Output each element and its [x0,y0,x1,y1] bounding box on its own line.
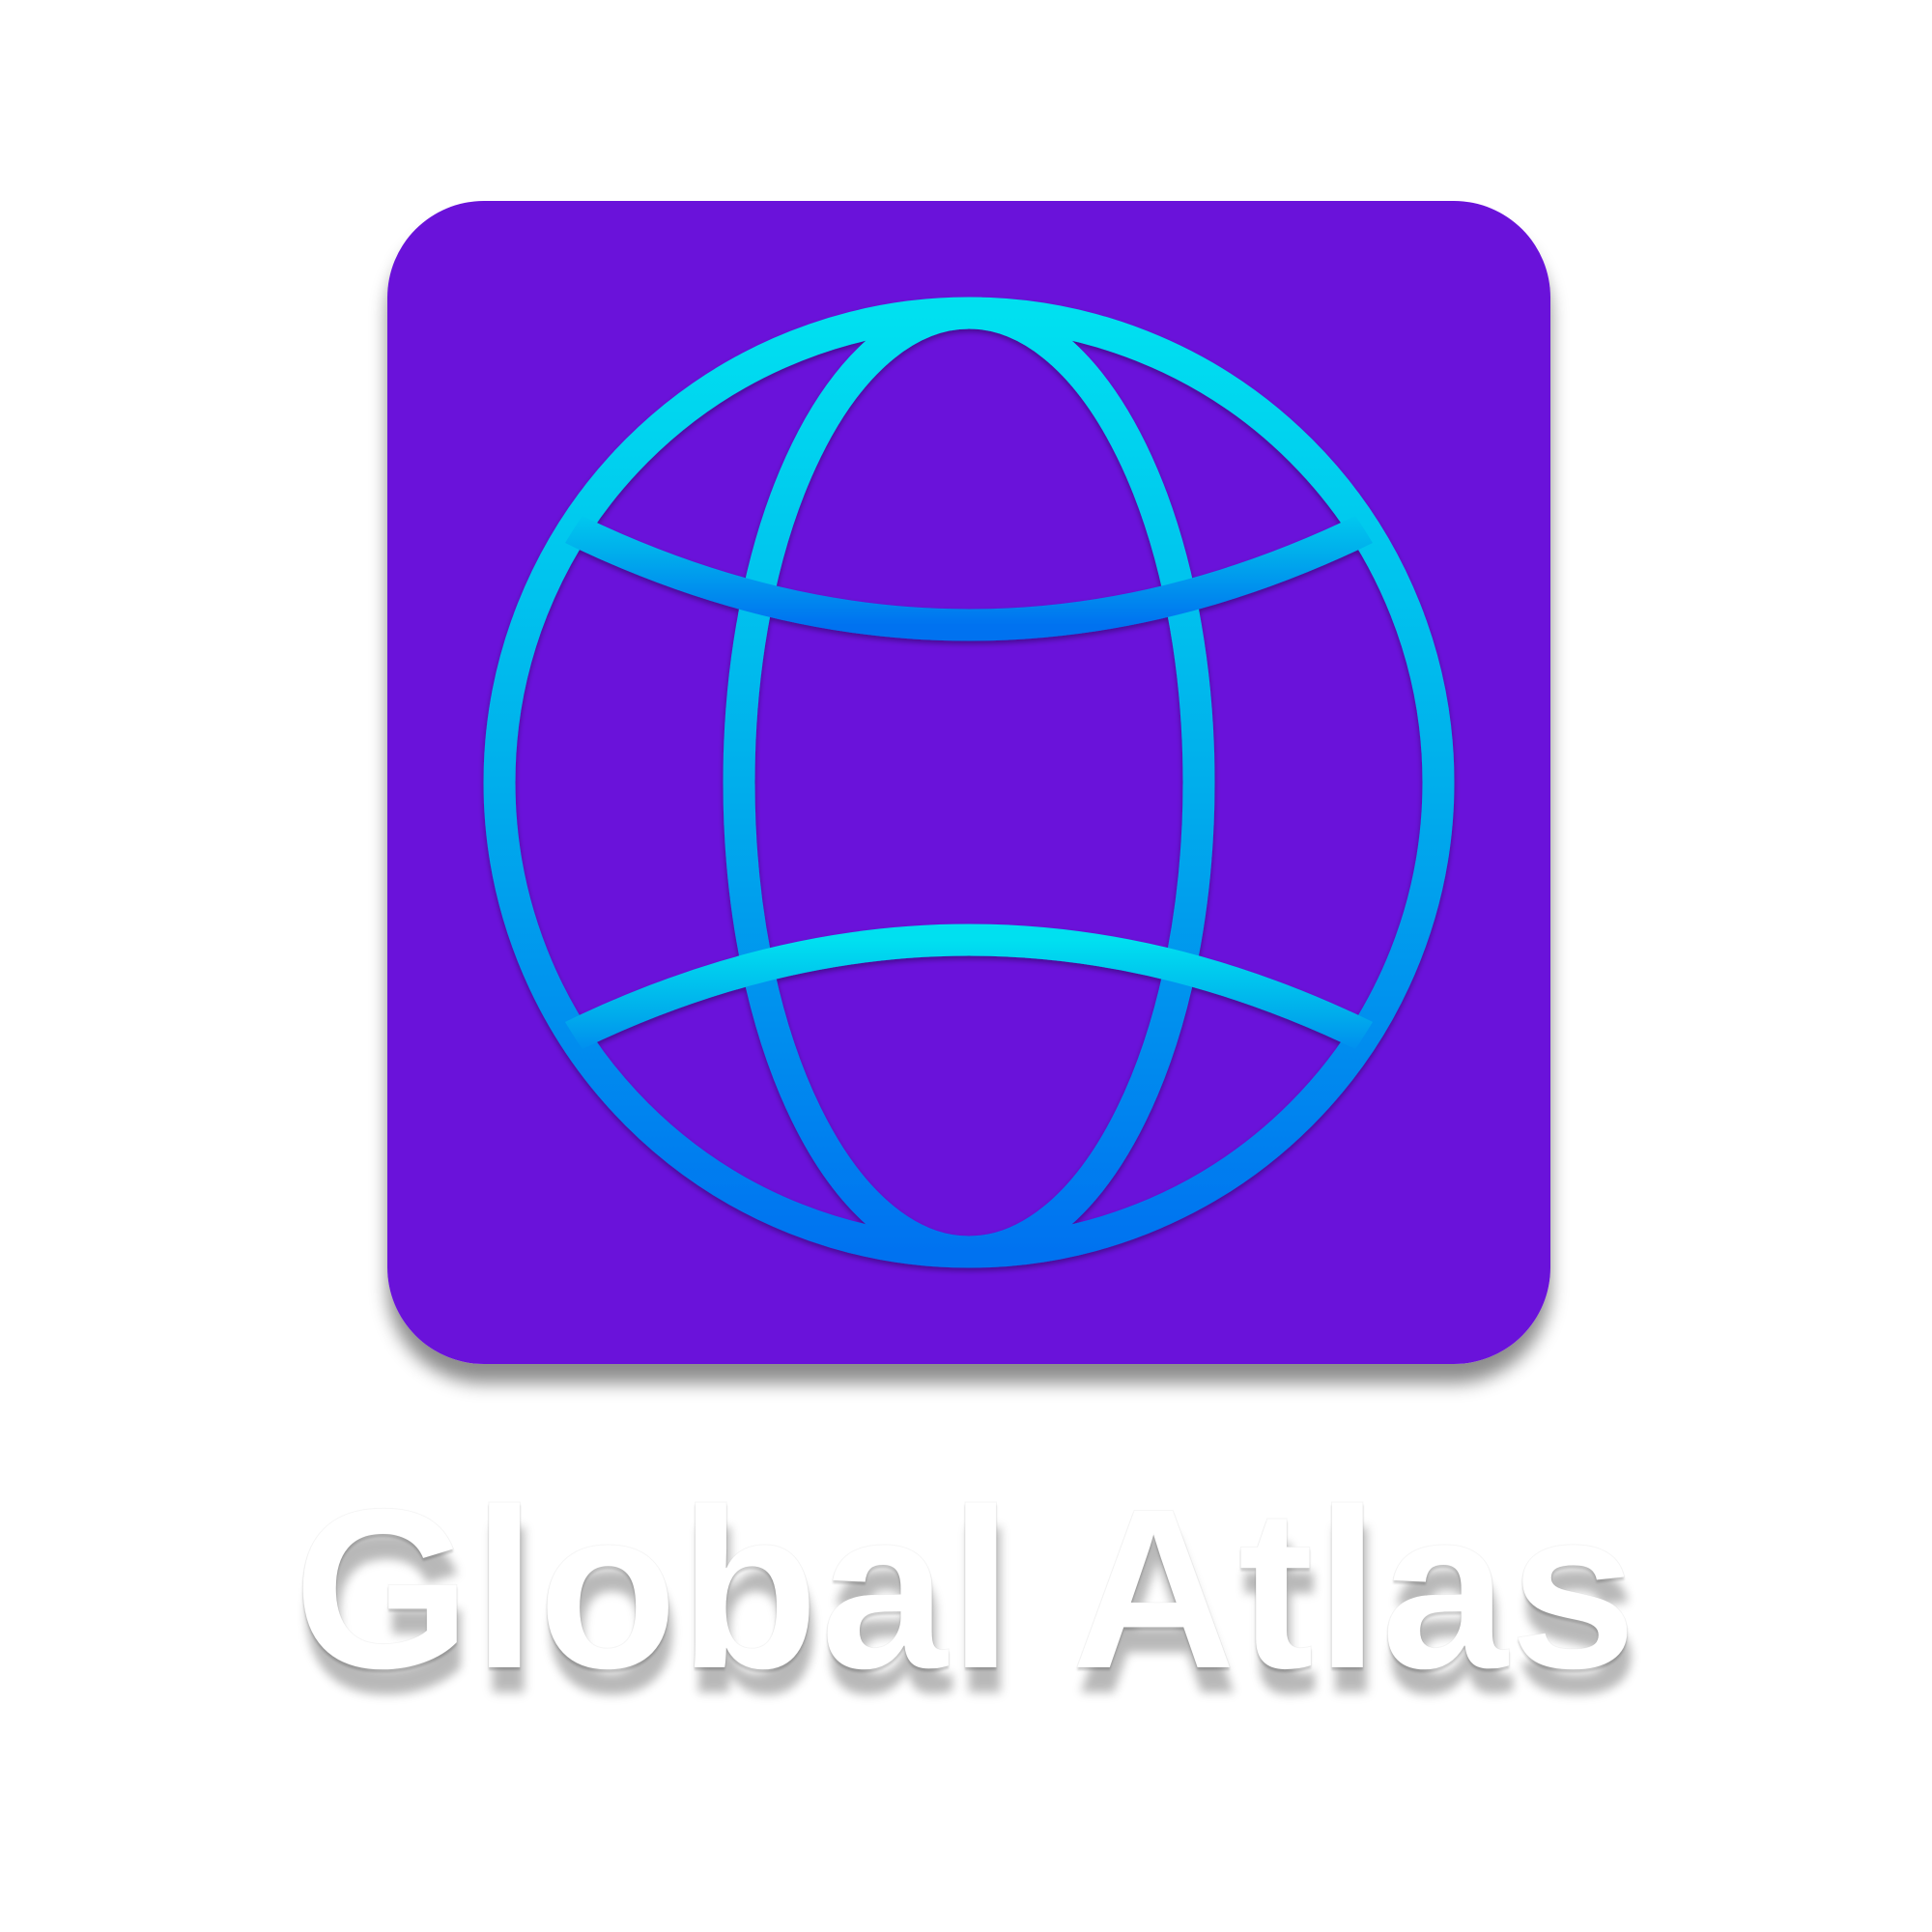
globe-parallel-upper [499,467,1438,641]
app-name-label: Global Atlas [293,1462,1639,1717]
globe-parallel-lower [499,923,1438,1098]
app-icon-tile[interactable] [387,201,1550,1364]
globe-lines [483,297,1455,1268]
globe-icon [387,201,1550,1364]
